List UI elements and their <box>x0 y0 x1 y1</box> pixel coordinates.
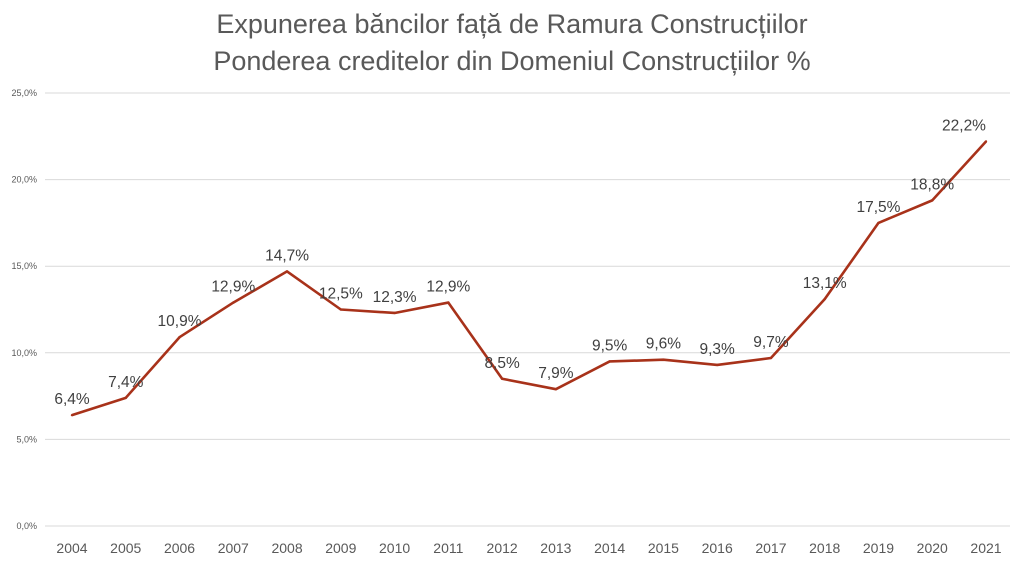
data-label: 9,5% <box>592 337 628 354</box>
data-point <box>285 270 289 273</box>
data-label: 9,6% <box>646 336 682 353</box>
x-tick-label: 2017 <box>755 540 786 556</box>
data-label: 9,7% <box>753 334 789 351</box>
x-tick-label: 2020 <box>917 540 948 556</box>
data-label: 7,9% <box>538 365 574 382</box>
data-label: 12,5% <box>319 286 363 303</box>
data-point <box>662 358 665 361</box>
x-tick-label: 2013 <box>540 540 571 556</box>
data-point <box>393 311 396 315</box>
y-tick-label: 20,0% <box>11 175 37 185</box>
y-tick-label: 0,0% <box>16 521 37 531</box>
data-label: 6,4% <box>54 391 90 408</box>
y-tick-label: 5,0% <box>16 434 37 444</box>
data-label: 17,5% <box>856 199 900 216</box>
data-point <box>931 199 934 202</box>
data-point <box>984 140 988 143</box>
data-label: 8,5% <box>484 355 520 372</box>
x-tick-label: 2004 <box>56 540 87 556</box>
data-label: 18,8% <box>910 176 954 193</box>
x-tick-label: 2008 <box>271 540 302 556</box>
chart-title-line-2: Ponderea creditelor din Domeniul Constru… <box>213 46 810 76</box>
x-tick-label: 2015 <box>648 540 679 556</box>
x-tick-label: 2018 <box>809 540 840 556</box>
data-point <box>715 363 719 367</box>
data-point <box>447 301 450 304</box>
y-tick-label: 10,0% <box>11 348 37 358</box>
data-point <box>823 297 826 301</box>
data-label: 7,4% <box>108 374 144 391</box>
x-tick-label: 2007 <box>218 540 249 556</box>
data-point <box>500 377 504 380</box>
data-label: 12,9% <box>426 279 470 296</box>
y-tick-label: 15,0% <box>11 261 37 271</box>
data-label: 14,7% <box>265 247 309 264</box>
x-tick-label: 2005 <box>110 540 141 556</box>
data-label: 22,2% <box>942 117 986 134</box>
data-label: 10,9% <box>158 313 202 330</box>
data-label: 13,1% <box>803 275 847 292</box>
data-label: 12,3% <box>373 289 417 306</box>
x-tick-label: 2016 <box>702 540 733 556</box>
data-point <box>877 221 880 225</box>
data-point <box>124 396 127 400</box>
data-point <box>70 413 74 417</box>
x-tick-label: 2006 <box>164 540 195 556</box>
data-label: 9,3% <box>700 341 736 358</box>
y-tick-label: 25,0% <box>11 88 37 98</box>
data-point <box>232 301 235 304</box>
series-line <box>71 140 987 417</box>
x-tick-label: 2011 <box>433 540 463 556</box>
data-point <box>554 387 558 391</box>
x-tick-label: 2012 <box>487 540 518 556</box>
data-point <box>339 308 343 311</box>
chart-title-line-1: Expunerea băncilor față de Ramura Constr… <box>216 9 807 39</box>
data-label: 12,9% <box>211 279 255 296</box>
x-tick-label: 2010 <box>379 540 410 556</box>
x-tick-label: 2019 <box>863 540 894 556</box>
data-point <box>608 360 611 363</box>
x-tick-label: 2021 <box>970 540 1001 556</box>
x-tick-label: 2014 <box>594 540 625 556</box>
data-point <box>769 356 773 360</box>
data-point <box>178 336 181 339</box>
x-tick-label: 2009 <box>325 540 356 556</box>
